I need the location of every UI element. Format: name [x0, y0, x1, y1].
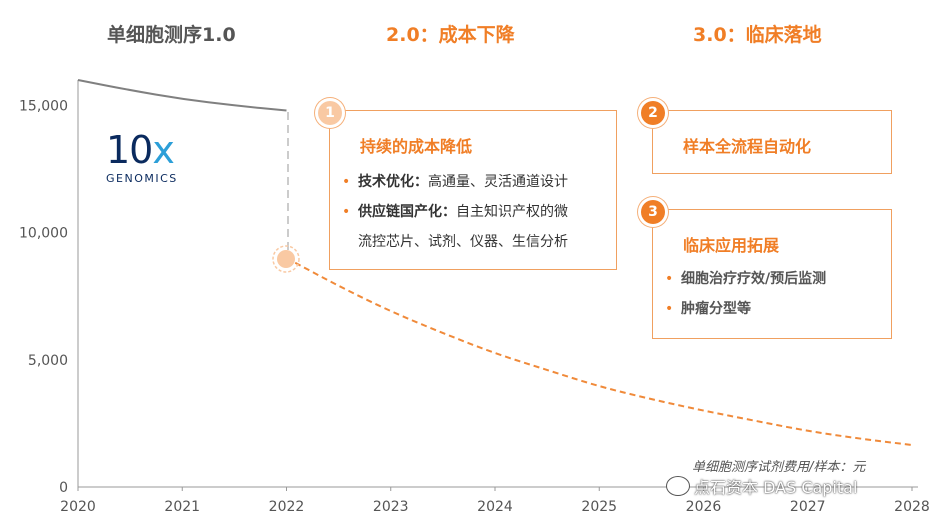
x-tick-label: 2020	[60, 499, 96, 515]
phase-1-title: 单细胞测序1.0	[107, 24, 236, 46]
clinical-title: 临床应用拓展	[683, 236, 780, 255]
y-tick-label: 15,000	[19, 98, 68, 114]
transition-dot	[277, 250, 295, 268]
transition-marker	[272, 245, 300, 273]
x-tick-label: 2023	[373, 499, 409, 515]
automation-box: 样本全流程自动化	[652, 110, 892, 174]
badge-3: 3	[641, 200, 665, 224]
series-line-historical	[77, 79, 287, 112]
automation-title: 样本全流程自动化	[683, 137, 812, 156]
bullet-supply: • 供应链国产化：自主知识产权的微 流控芯片、试剂、仪器、生信分析	[342, 204, 568, 250]
y-tick-label: 5,000	[28, 353, 68, 369]
unit-note: 单细胞测序试剂费用/样本：元	[692, 460, 866, 475]
bullet-typing: • 肿瘤分型等	[665, 301, 751, 317]
badge-1: 1	[318, 101, 342, 125]
x-tick-label: 2027	[790, 499, 826, 515]
clinical-box: 临床应用拓展 • 细胞治疗疗效/预后监测 • 肿瘤分型等	[652, 209, 892, 339]
y-tick-label: 0	[59, 480, 68, 496]
phase-3-title: 3.0：临床落地	[693, 24, 822, 46]
y-tick-label: 10,000	[19, 226, 68, 242]
cost-reduction-title: 持续的成本降低	[360, 137, 473, 156]
series-line-projected	[286, 257, 913, 447]
cost-reduction-box: 持续的成本降低 • 技术优化：高通量、灵活通道设计 • 供应链国产化：自主知识产权的…	[329, 110, 617, 270]
x-tick-label: 2026	[686, 499, 722, 515]
x-tick-label: 2022	[269, 499, 305, 515]
x-tick-label: 2024	[477, 499, 513, 515]
wechat-icon	[666, 476, 690, 496]
x-tick-label: 2025	[581, 499, 617, 515]
x-tick-label: 2021	[164, 499, 200, 515]
phase-2-title: 2.0：成本下降	[386, 24, 515, 46]
bullet-therapy: • 细胞治疗疗效/预后监测	[665, 271, 827, 287]
x-tick-label: 2028	[894, 499, 930, 515]
badge-2: 2	[641, 101, 665, 125]
watermark: 点石资本 DAS Capital	[666, 474, 857, 498]
bullet-tech: • 技术优化：高通量、灵活通道设计	[342, 174, 568, 190]
